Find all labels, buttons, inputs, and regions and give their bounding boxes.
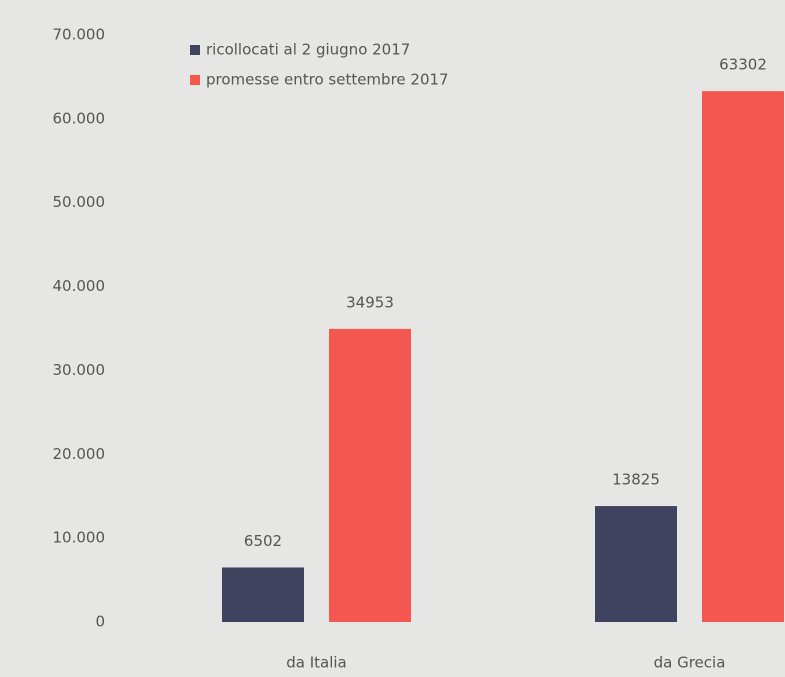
y-tick-label: 0 [95,613,105,631]
legend-swatch [190,75,200,85]
x-tick-label: da Italia [286,654,347,672]
y-tick-label: 70.000 [53,26,106,44]
data-label: 63302 [719,56,767,74]
y-tick-label: 10.000 [53,529,106,547]
legend-label: promesse entro settembre 2017 [206,71,449,89]
bar [329,328,411,622]
x-tick-label: da Grecia [654,654,726,672]
bar [222,567,304,622]
bar [702,91,784,623]
data-label: 13825 [612,471,660,489]
y-tick-label: 50.000 [53,193,106,211]
y-tick-label: 20.000 [53,445,106,463]
y-tick-label: 30.000 [53,361,106,379]
legend-label: ricollocati al 2 giugno 2017 [206,41,410,59]
legend-swatch [190,45,200,55]
data-label: 6502 [244,532,282,550]
y-tick-label: 40.000 [53,277,106,295]
y-tick-label: 60.000 [53,109,106,127]
bar [595,506,677,622]
data-label: 34953 [346,293,394,311]
